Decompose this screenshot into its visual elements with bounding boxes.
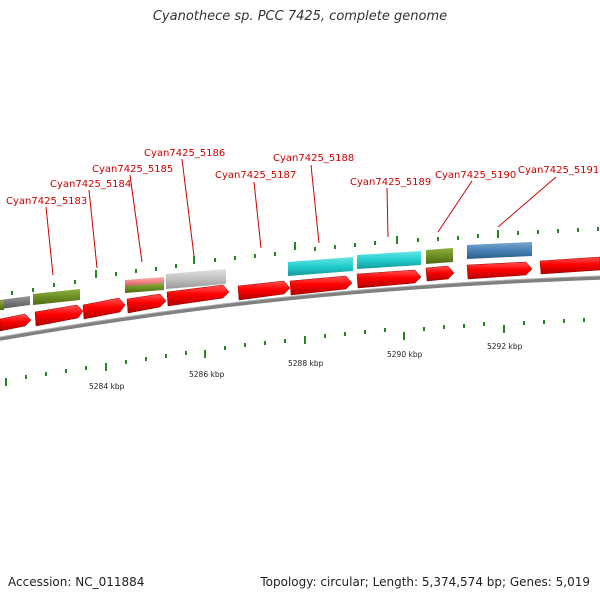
kbp-label: 5286 kbp [189, 370, 225, 379]
outer-tick-ring [11, 227, 599, 295]
accession-text: Accession: NC_011884 [8, 575, 145, 589]
lower-gene-row [0, 256, 600, 332]
gene-arrow[interactable] [82, 297, 126, 320]
label-leaders [45, 158, 557, 276]
gene-label[interactable]: Cyan7425_5184 [50, 179, 131, 190]
genome-summary-text: Topology: circular; Length: 5,374,574 bp… [260, 575, 590, 589]
feature-block[interactable] [125, 283, 164, 293]
gene-label[interactable]: Cyan7425_5191 [518, 165, 599, 176]
gene-arrow[interactable] [289, 275, 353, 296]
gene-arrow[interactable] [539, 256, 600, 275]
gene-label[interactable]: Cyan7425_5187 [215, 170, 296, 181]
gene-arrow[interactable] [34, 304, 84, 327]
kbp-label: 5288 kbp [288, 359, 324, 368]
upper-feature-row [0, 242, 532, 310]
gene-arrow[interactable] [126, 293, 167, 314]
genome-backbone [0, 276, 600, 341]
gene-label[interactable]: Cyan7425_5186 [144, 148, 225, 159]
gene-label[interactable]: Cyan7425_5188 [273, 153, 354, 164]
feature-block[interactable] [166, 269, 226, 289]
feature-block[interactable] [0, 300, 4, 310]
feature-block[interactable] [467, 242, 532, 259]
gene-arrow[interactable] [356, 269, 422, 289]
feature-block[interactable] [0, 296, 30, 309]
kbp-label: 5290 kbp [387, 350, 423, 359]
gene-arrow[interactable] [425, 265, 455, 282]
feature-block[interactable] [33, 289, 80, 305]
inner-tick-ring [5, 318, 585, 386]
feature-block[interactable] [288, 257, 353, 276]
gene-arrow[interactable] [466, 261, 533, 280]
feature-block[interactable] [426, 248, 453, 264]
gene-label[interactable]: Cyan7425_5190 [435, 170, 516, 181]
kbp-label: 5292 kbp [487, 342, 523, 351]
genome-backbone-highlight [0, 275, 600, 338]
map-title: Cyanothece sp. PCC 7425, complete genome [152, 9, 448, 24]
kbp-label: 5284 kbp [89, 382, 125, 391]
gene-label[interactable]: Cyan7425_5183 [6, 196, 87, 207]
gene-label[interactable]: Cyan7425_5189 [350, 177, 431, 188]
gene-arrow[interactable] [237, 280, 291, 301]
gene-arrow[interactable] [166, 284, 230, 307]
feature-block[interactable] [357, 251, 421, 269]
gene-label[interactable]: Cyan7425_5185 [92, 164, 173, 175]
gene-arrow[interactable] [0, 313, 32, 332]
